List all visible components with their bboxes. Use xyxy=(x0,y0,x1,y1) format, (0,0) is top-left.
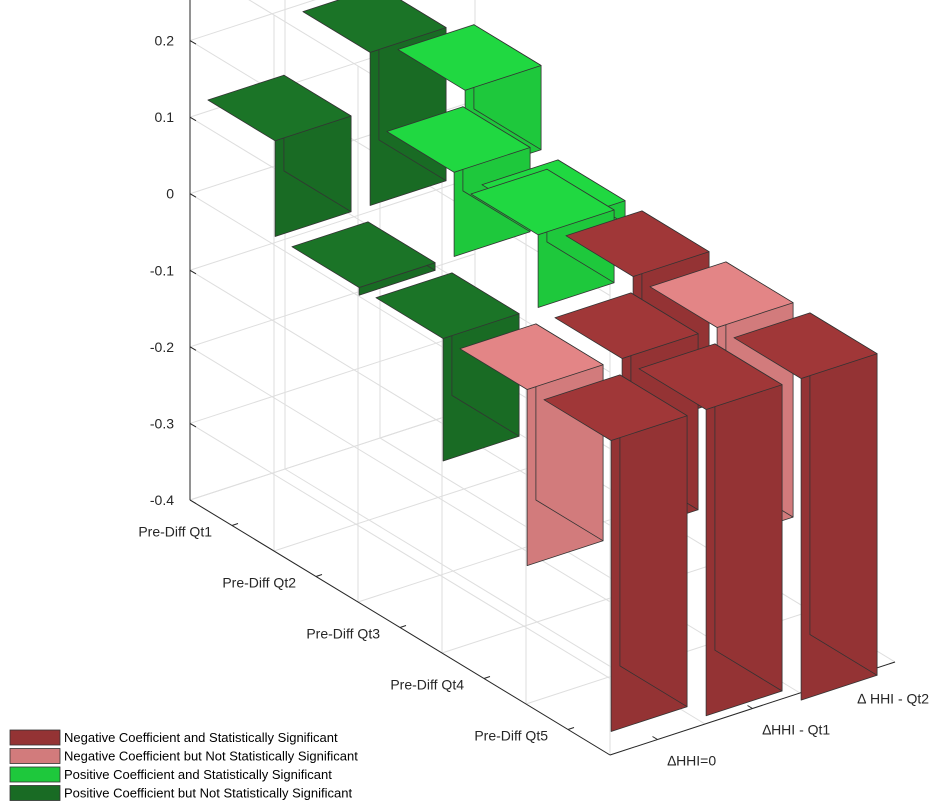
legend: Negative Coefficient and Statistically S… xyxy=(8,727,392,805)
legend-swatch xyxy=(9,748,61,764)
bar-top-face xyxy=(470,168,615,236)
bar-top-face xyxy=(554,292,699,359)
bar-top-face xyxy=(638,343,783,410)
legend-swatch xyxy=(9,785,61,801)
row-tick-label: Pre-Diff Qt1 xyxy=(138,524,212,540)
row-tick-label: Pre-Diff Qt2 xyxy=(222,575,296,591)
bar xyxy=(543,374,688,732)
row-tick xyxy=(315,574,323,577)
row-tick-label: Pre-Diff Qt5 xyxy=(474,728,548,744)
row-tick xyxy=(567,727,575,730)
bar-top-face xyxy=(649,261,794,328)
legend-label: Negative Coefficient and Statistically S… xyxy=(64,730,338,745)
row-tick xyxy=(483,676,491,679)
col-tick xyxy=(652,736,658,740)
bar-top-face xyxy=(543,374,688,441)
bar-top-face xyxy=(459,323,604,390)
gridline-z xyxy=(189,423,611,679)
z-tick xyxy=(189,116,197,122)
bar-top-face xyxy=(386,106,531,173)
gridline-row xyxy=(273,457,560,552)
z-tick xyxy=(189,422,197,428)
z-tick xyxy=(189,40,197,45)
legend-box xyxy=(8,727,392,805)
col-tick-label: ∆HHI - Qt1 xyxy=(763,722,831,738)
row-tick-label: Pre-Diff Qt4 xyxy=(390,677,464,693)
z-tick-label: -0.2 xyxy=(150,339,174,355)
gridline-z xyxy=(189,329,476,424)
z-tick-label: -0.3 xyxy=(150,415,174,431)
row-tick-label: Pre-Diff Qt3 xyxy=(306,626,380,642)
gridline-z xyxy=(189,0,316,42)
legend-label: Positive Coefficient and Statistically S… xyxy=(64,767,332,782)
legend-label: Negative Coefficient but Not Statistical… xyxy=(64,749,358,764)
bar-top-face xyxy=(375,272,520,339)
z-tick xyxy=(189,499,197,504)
bar-top-face xyxy=(207,74,352,142)
bars xyxy=(207,0,878,732)
z-tick-label: 0 xyxy=(166,186,174,202)
bar-top-face xyxy=(291,221,436,288)
col-tick-label: ∆HHI=0 xyxy=(668,753,717,769)
bar-top-face xyxy=(397,24,542,91)
legend-label: Positive Coefficient but Not Statistical… xyxy=(64,786,352,801)
gridline-row xyxy=(189,406,476,501)
gridline-z xyxy=(189,176,476,271)
z-tick xyxy=(189,346,197,351)
row-tick xyxy=(399,625,407,628)
z-tick-label: -0.1 xyxy=(150,262,174,278)
z-tick-label: -0.4 xyxy=(150,492,174,508)
col-tick xyxy=(747,705,753,709)
bar xyxy=(207,74,352,237)
bar xyxy=(291,221,436,296)
row-tick xyxy=(231,523,239,526)
legend-swatch xyxy=(9,729,61,746)
bar-top-face xyxy=(302,0,447,53)
bar xyxy=(638,343,783,717)
z-tick-label: 0.1 xyxy=(155,109,175,125)
z-tick xyxy=(189,193,197,198)
legend-swatch xyxy=(9,766,61,783)
z-tick xyxy=(189,269,197,275)
z-tick-label: 0.2 xyxy=(155,33,175,49)
bar-top-face xyxy=(733,312,878,379)
col-tick-label: ∆ HHI - Qt2 xyxy=(858,691,930,707)
bar xyxy=(459,323,604,566)
bar-top-face xyxy=(565,210,710,277)
bar xyxy=(733,312,878,701)
